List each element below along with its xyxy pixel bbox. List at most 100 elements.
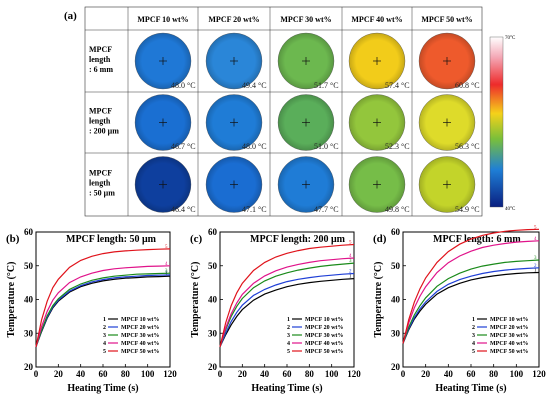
legend-number: 1 xyxy=(103,317,106,323)
series-end-number: 4 xyxy=(534,237,537,242)
colorbar-gradient xyxy=(489,36,504,208)
column-header: MPCF 10 wt% xyxy=(137,15,188,24)
panel-label: (c) xyxy=(190,233,203,245)
chart-title: MPCF length: 6 mm xyxy=(433,234,521,245)
center-temperature: 49.4 °C xyxy=(242,81,267,90)
x-tick-label: 120 xyxy=(532,369,546,379)
center-temperature: 51.7 °C xyxy=(314,81,339,90)
legend-label: MPCF 20 wt% xyxy=(121,325,159,331)
series-line xyxy=(402,228,540,344)
legend-number: 4 xyxy=(103,341,106,347)
legend-number: 5 xyxy=(472,349,475,355)
center-temperature: 57.4 °C xyxy=(385,81,410,90)
row-label-line: length xyxy=(89,117,111,126)
x-tick-label: 100 xyxy=(141,369,155,379)
series-line xyxy=(35,265,171,347)
y-axis-title: Temperature (°C) xyxy=(6,262,17,338)
thermal-disc: 51.7 °C xyxy=(277,32,339,90)
x-tick-label: 20 xyxy=(238,369,248,379)
legend-number: 1 xyxy=(287,317,290,323)
center-temperature: 54.9 °C xyxy=(455,205,480,214)
column-header: MPCF 50 wt% xyxy=(421,15,472,24)
legend-label: MPCF 10 wt% xyxy=(305,317,343,323)
grid-lines xyxy=(84,6,483,217)
y-axis-title: Temperature (°C) xyxy=(373,262,384,338)
legend-number: 5 xyxy=(103,349,106,355)
center-temperature: 46.4 °C xyxy=(171,205,196,214)
series-end-number: 1 xyxy=(349,275,352,280)
column-header: MPCF 20 wt% xyxy=(208,15,259,24)
y-tick-label: 60 xyxy=(24,227,34,237)
thermal-disc: 60.8 °C xyxy=(418,32,480,90)
series-end-number: 4 xyxy=(349,254,352,259)
row-label-line: : 6 mm xyxy=(89,65,113,74)
x-tick-label: 40 xyxy=(444,369,454,379)
y-tick-label: 20 xyxy=(24,362,34,372)
center-temperature: 51.0 °C xyxy=(314,142,339,151)
series-end-number: 3 xyxy=(534,256,537,261)
series-line xyxy=(402,271,540,344)
thermal-disc: 56.3 °C xyxy=(418,94,480,151)
series-end-number: 3 xyxy=(165,269,168,274)
y-tick-label: 40 xyxy=(208,295,218,305)
thermal-disc: 47.7 °C xyxy=(277,156,339,214)
legend-label: MPCF 40 wt% xyxy=(305,341,343,347)
thermal-discs: 48.0 °C 49.4 °C 51.7 °C 57.4 °C 60.8 °C 46.7 … xyxy=(134,32,480,214)
row-label-line: : 200 μm xyxy=(89,127,119,136)
x-tick-label: 40 xyxy=(76,369,86,379)
series-end-number: 1 xyxy=(534,269,537,274)
panel-label: (b) xyxy=(6,233,20,245)
series-line xyxy=(35,274,171,347)
series-line xyxy=(219,257,355,347)
thermal-disc: 48.0 °C xyxy=(134,32,196,90)
legend-label: MPCF 20 wt% xyxy=(305,325,343,331)
x-tick-label: 100 xyxy=(325,369,339,379)
x-axis-title: Heating Time (s) xyxy=(67,383,138,394)
x-tick-label: 0 xyxy=(401,369,406,379)
thermal-disc: 49.8 °C xyxy=(348,156,410,214)
chart-title: MPCF length: 50 μm xyxy=(66,234,157,245)
chart-title: MPCF length: 200 μm xyxy=(250,234,346,245)
series-end-number: 2 xyxy=(534,264,537,269)
x-tick-label: 120 xyxy=(347,369,361,379)
row-label-line: MPCF xyxy=(89,45,112,54)
thermal-disc: 54.9 °C xyxy=(418,156,480,214)
x-tick-label: 100 xyxy=(510,369,524,379)
thermal-disc: 46.4 °C xyxy=(134,156,196,214)
y-tick-label: 20 xyxy=(391,362,401,372)
column-header: MPCF 40 wt% xyxy=(351,15,402,24)
legend-label: MPCF 40 wt% xyxy=(490,341,528,347)
center-temperature: 47.7 °C xyxy=(314,205,339,214)
colorbar: 70°C 40°C xyxy=(489,36,516,212)
x-tick-label: 40 xyxy=(260,369,270,379)
series-line xyxy=(35,248,171,347)
y-tick-label: 30 xyxy=(391,328,401,338)
x-tick-label: 60 xyxy=(467,369,477,379)
series-line xyxy=(219,262,355,347)
y-tick-label: 60 xyxy=(208,227,218,237)
series-end-number: 2 xyxy=(349,270,352,275)
legend-number: 2 xyxy=(472,325,475,331)
center-temperature: 60.8 °C xyxy=(455,81,480,90)
legend-number: 4 xyxy=(472,341,475,347)
center-temperature: 47.1 °C xyxy=(242,205,267,214)
series-end-number: 5 xyxy=(534,225,537,230)
row-label-line: length xyxy=(89,55,111,64)
series-end-number: 5 xyxy=(349,240,352,245)
series-end-number: 3 xyxy=(349,259,352,264)
thermal-disc: 49.4 °C xyxy=(205,32,267,90)
center-temperature: 52.3 °C xyxy=(385,142,410,151)
legend-label: MPCF 10 wt% xyxy=(121,317,159,323)
x-tick-label: 0 xyxy=(34,369,39,379)
series-line xyxy=(219,243,355,347)
legend-label: MPCF 50 wt% xyxy=(305,349,343,355)
grid-border xyxy=(84,6,483,217)
colorbar-max-label: 70°C xyxy=(505,36,516,41)
y-tick-label: 40 xyxy=(391,295,401,305)
legend-label: MPCF 30 wt% xyxy=(490,333,528,339)
thermal-disc: 52.3 °C xyxy=(348,94,410,151)
